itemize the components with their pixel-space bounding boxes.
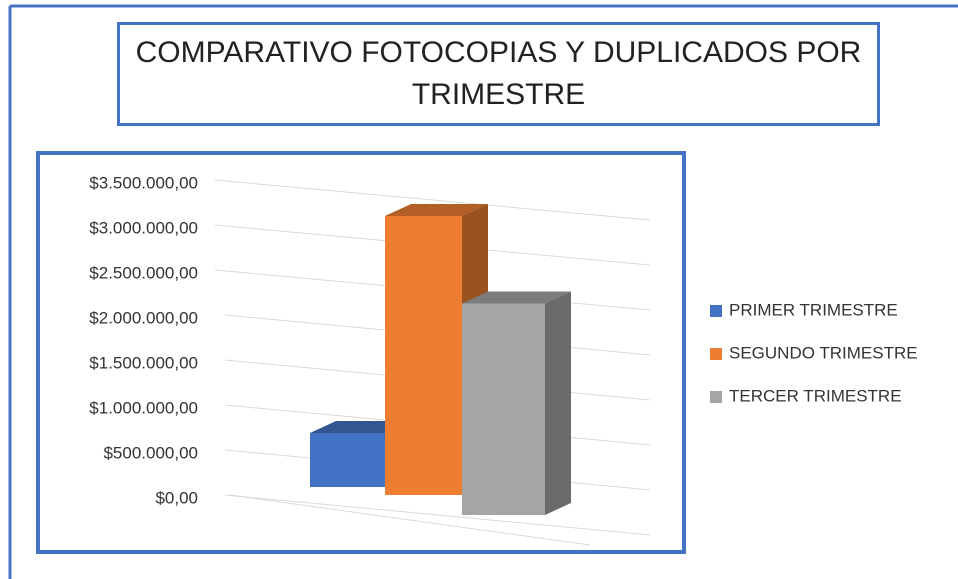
plot-frame bbox=[36, 151, 686, 554]
legend-swatch bbox=[710, 305, 722, 317]
legend-swatch bbox=[710, 348, 722, 360]
legend-label: TERCER TRIMESTRE bbox=[729, 386, 902, 405]
y-tick-label: $3.500.000,00 bbox=[89, 173, 198, 192]
bar bbox=[385, 216, 462, 495]
y-tick-label: $2.000.000,00 bbox=[89, 308, 198, 327]
grid-line bbox=[214, 179, 651, 221]
legend-swatch bbox=[710, 391, 722, 403]
bar-side bbox=[545, 291, 571, 515]
y-tick-label: $500.000,00 bbox=[103, 443, 198, 462]
legend-label: PRIMER TRIMESTRE bbox=[729, 300, 898, 319]
grid-line bbox=[224, 494, 651, 536]
bar bbox=[310, 433, 385, 487]
y-tick-label: $1.500.000,00 bbox=[89, 353, 198, 372]
bar bbox=[462, 303, 545, 515]
y-tick-label: $0,00 bbox=[155, 488, 198, 507]
bar-top bbox=[462, 291, 571, 304]
legend-label: SEGUNDO TRIMESTRE bbox=[729, 343, 918, 362]
bar-top bbox=[385, 204, 488, 216]
floor-edge bbox=[229, 494, 591, 546]
y-tick-label: $2.500.000,00 bbox=[89, 263, 198, 282]
chart-title: COMPARATIVO FOTOCOPIAS Y DUPLICADOS POR … bbox=[117, 22, 880, 126]
y-tick-label: $3.000.000,00 bbox=[89, 218, 198, 237]
y-tick-label: $1.000.000,00 bbox=[89, 398, 198, 417]
